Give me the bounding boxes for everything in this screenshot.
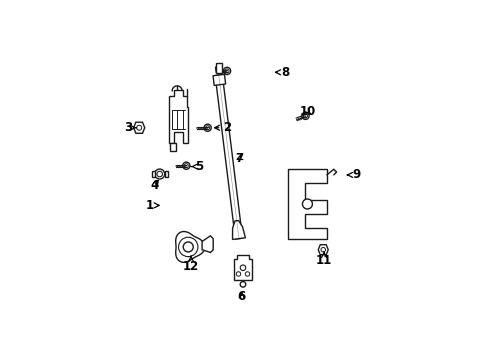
Polygon shape: [170, 143, 175, 151]
Circle shape: [223, 67, 230, 75]
Polygon shape: [202, 236, 213, 252]
Circle shape: [137, 125, 142, 130]
Text: 6: 6: [237, 290, 245, 303]
Circle shape: [240, 282, 245, 287]
Text: 3: 3: [124, 121, 136, 134]
Bar: [152, 171, 155, 177]
Polygon shape: [318, 245, 327, 255]
Polygon shape: [215, 75, 242, 239]
Text: 4: 4: [150, 179, 159, 192]
Polygon shape: [233, 255, 251, 280]
Polygon shape: [175, 231, 204, 262]
Circle shape: [154, 169, 164, 179]
Circle shape: [224, 69, 228, 73]
Bar: [215, 63, 222, 73]
Text: 8: 8: [275, 66, 289, 79]
Circle shape: [236, 272, 240, 276]
Polygon shape: [213, 75, 225, 85]
Text: 5: 5: [191, 160, 203, 173]
Polygon shape: [232, 221, 245, 239]
Circle shape: [184, 164, 188, 168]
Circle shape: [240, 265, 245, 270]
Text: 12: 12: [183, 256, 199, 273]
Polygon shape: [215, 67, 220, 73]
Circle shape: [302, 199, 312, 209]
Polygon shape: [133, 122, 144, 133]
Text: 2: 2: [214, 121, 231, 134]
Circle shape: [157, 171, 162, 177]
Polygon shape: [168, 90, 188, 143]
Text: 9: 9: [347, 168, 360, 181]
Circle shape: [205, 126, 209, 130]
Circle shape: [178, 237, 198, 257]
Circle shape: [203, 124, 211, 131]
Circle shape: [301, 112, 308, 120]
Text: 11: 11: [315, 252, 331, 267]
Polygon shape: [287, 169, 326, 239]
Bar: [164, 171, 167, 177]
Circle shape: [183, 242, 193, 252]
Text: 1: 1: [145, 199, 159, 212]
Circle shape: [320, 247, 325, 252]
Circle shape: [183, 162, 189, 169]
Text: 7: 7: [235, 152, 243, 165]
Circle shape: [303, 114, 307, 118]
Circle shape: [245, 272, 249, 276]
Text: 10: 10: [299, 105, 315, 118]
